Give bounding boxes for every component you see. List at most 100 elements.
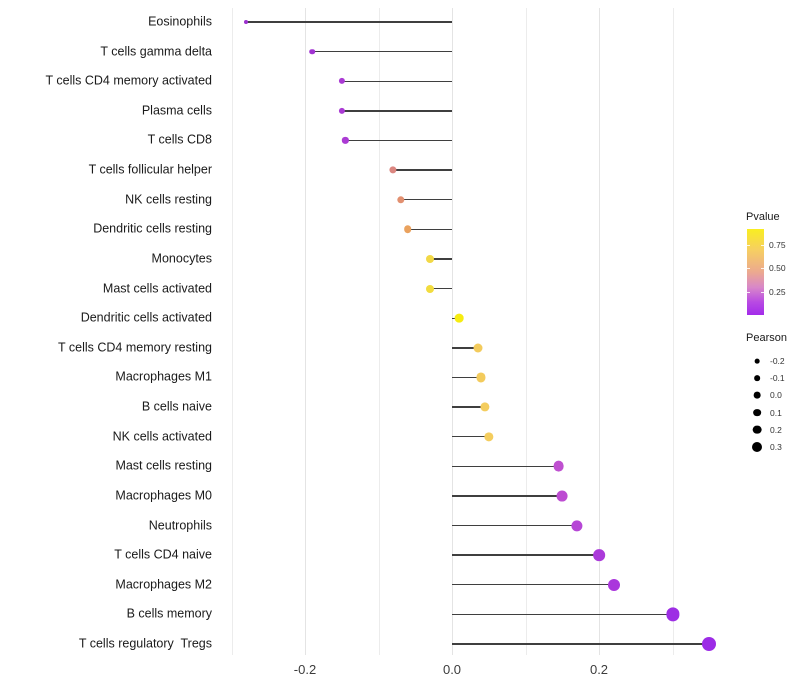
lollipop-dot (556, 490, 568, 502)
pvalue-colorbar (747, 229, 764, 315)
lollipop-dot (389, 166, 397, 174)
y-axis-label: T cells follicular helper (88, 162, 212, 177)
lollipop-dot (593, 549, 605, 561)
legend-pearson-title: Pearson (746, 332, 787, 344)
lollipop-stem (452, 406, 486, 408)
lollipop-stem (452, 613, 673, 616)
pearson-size-label: 0.0 (770, 390, 782, 401)
y-axis-label: Mast cells activated (102, 281, 212, 296)
lollipop-dot (425, 284, 434, 293)
lollipop-stem (429, 287, 452, 290)
lollipop-dot (244, 20, 249, 24)
pearson-size-label: -0.2 (770, 356, 785, 366)
pvalue-colorbar-tick (761, 244, 764, 246)
y-axis-label: T cells CD8 (147, 133, 212, 148)
lollipop-stem (452, 554, 599, 556)
gridline (378, 8, 380, 655)
lollipop-dot (455, 313, 464, 323)
pearson-size-label: 0.2 (770, 424, 782, 435)
pearson-size-label: 0.1 (770, 407, 782, 418)
pvalue-tick-label: 0.50 (769, 263, 786, 273)
y-axis-label: T cells gamma delta (100, 44, 212, 59)
lollipop-dot (476, 372, 486, 382)
pvalue-colorbar-tick (747, 244, 750, 246)
y-axis-label: T cells regulatory Tregs (78, 636, 212, 651)
lollipop-dot (607, 578, 620, 591)
lollipop-dot (484, 432, 494, 442)
pearson-size-dot (754, 358, 760, 364)
lollipop-stem (452, 584, 614, 586)
y-axis-label: T cells CD4 memory activated (45, 73, 213, 88)
y-axis-label: Dendritic cells activated (80, 310, 212, 325)
pearson-size-dot (753, 408, 761, 417)
y-axis-label: NK cells activated (112, 429, 212, 444)
pvalue-colorbar-tick (747, 268, 750, 269)
lollipop-dot (338, 78, 345, 85)
lollipop-dot (342, 137, 349, 144)
lollipop-stem (452, 524, 577, 527)
y-axis-label: Eosinophils (148, 14, 212, 29)
lollipop-stem (312, 50, 452, 53)
lollipop-stem (452, 465, 559, 467)
lollipop-stem (407, 228, 452, 231)
legend-pvalue-title: Pvalue (746, 211, 780, 223)
x-tick-label: 0.0 (442, 662, 462, 677)
y-axis-label: B cells memory (126, 607, 212, 622)
pvalue-tick-label: 0.25 (769, 286, 786, 297)
y-axis-label: Neutrophils (148, 518, 212, 533)
x-tick-label: -0.2 (293, 662, 317, 677)
lollipop-dot (665, 607, 680, 621)
y-axis-label: NK cells resting (125, 192, 212, 207)
lollipop-stem (452, 435, 489, 438)
gridline (231, 8, 233, 655)
pvalue-colorbar-tick (761, 291, 764, 293)
y-axis-label: Macrophages M0 (115, 488, 212, 503)
lollipop-dot (702, 637, 717, 652)
lollipop-stem (429, 258, 452, 260)
lollipop-dot (309, 48, 316, 55)
lollipop-dot (571, 519, 583, 532)
lollipop-stem (452, 643, 710, 645)
y-axis-label: Monocytes (151, 251, 212, 266)
lollipop-stem (345, 139, 452, 142)
gridline (305, 8, 306, 655)
lollipop-dot (396, 196, 405, 204)
lollipop-dot (338, 107, 345, 114)
pearson-size-dot (754, 375, 760, 382)
lollipop-stem (452, 495, 563, 497)
lollipop-dot (480, 402, 490, 412)
lollipop-dot (473, 343, 483, 353)
y-axis-label: Macrophages M1 (115, 370, 212, 385)
lollipop-stem (400, 199, 452, 201)
y-axis-label: B cells naive (141, 399, 212, 414)
y-axis-label: Mast cells resting (115, 459, 212, 474)
pearson-size-dot (752, 425, 762, 435)
gridline (525, 8, 527, 655)
pearson-size-label: -0.1 (770, 373, 785, 384)
pvalue-colorbar-tick (761, 268, 764, 269)
y-axis-label: Plasma cells (141, 103, 212, 118)
lollipop-dot (553, 460, 564, 472)
x-tick-label: 0.2 (589, 662, 609, 677)
pvalue-colorbar-tick (747, 291, 750, 293)
lollipop-stem (341, 110, 452, 112)
gridline (599, 8, 600, 655)
lollipop-dot (425, 254, 434, 263)
lollipop-stem (393, 169, 452, 171)
gridline (452, 8, 453, 655)
y-axis-label: T cells CD4 memory resting (58, 340, 212, 355)
pearson-size-dot (753, 392, 761, 399)
pvalue-tick-label: 0.75 (769, 239, 786, 250)
lollipop-dot (404, 225, 412, 234)
lollipop-stem (341, 80, 452, 82)
y-axis-label: Macrophages M2 (115, 577, 212, 592)
y-axis-label: T cells CD4 naive (114, 547, 212, 562)
lollipop-stem (452, 376, 482, 379)
pearson-size-dot (752, 442, 762, 452)
lollipop-stem (452, 347, 478, 349)
lollipop-stem (246, 21, 452, 23)
y-axis-label: Dendritic cells resting (93, 222, 212, 237)
gridline (672, 8, 674, 655)
pearson-size-label: 0.3 (770, 442, 782, 452)
